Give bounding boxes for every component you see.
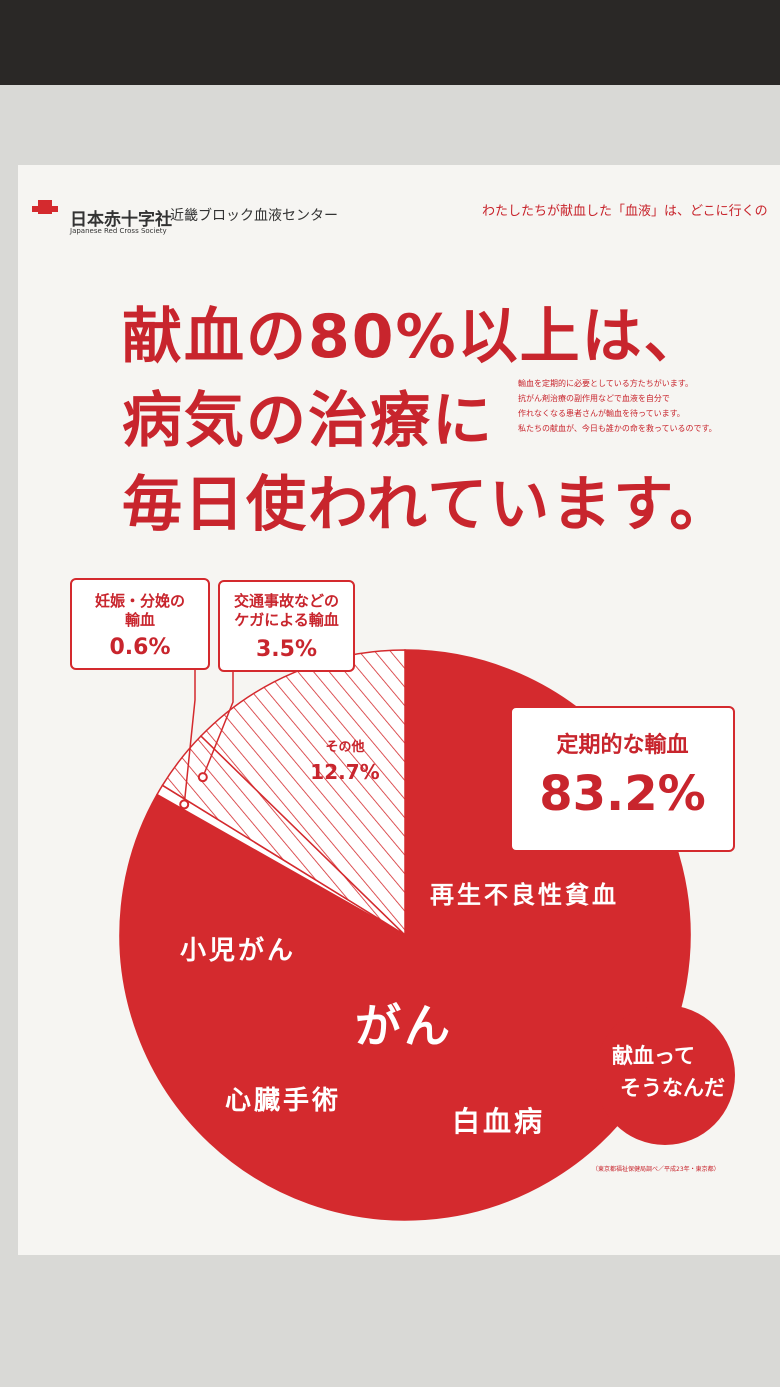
leader-dot <box>197 772 208 783</box>
badge-line: そうなんだ <box>620 1076 725 1100</box>
leader-dot <box>179 799 190 810</box>
inner-label: がん <box>355 999 453 1053</box>
inner-label: 再生不良性貧血 <box>430 881 619 909</box>
callout-box: 定期的な輸血 83.2% <box>510 706 735 852</box>
callout-box: 交通事故などの ケガによる輸血 3.5% <box>218 580 355 672</box>
leader-line <box>202 672 234 778</box>
category-label: 定期的な輸血 <box>556 733 689 758</box>
value-label: 12.7% <box>310 760 380 784</box>
note-line: 私たちの献血が、今日も誰かの命を救っているのです。 <box>518 424 717 433</box>
leader-line <box>183 670 196 805</box>
org: 日本赤十字社 <box>70 210 172 230</box>
title-line: 献血の80%以上は、 <box>122 302 706 372</box>
category-label: 交通事故などの ケガによる輸血 <box>233 592 339 629</box>
value-label: 83.2% <box>539 766 706 822</box>
inner-label: 心臓手術 <box>225 1086 342 1116</box>
badge <box>595 1005 735 1145</box>
tagline: わたしたちが献血した「血液」は、どこに行くの <box>482 204 768 219</box>
pie-slice <box>199 649 406 937</box>
value-label: 0.6% <box>109 635 171 660</box>
value-label: 3.5% <box>255 637 317 662</box>
source: （東京都福祉保健局調べ／平成23年・東京都） <box>592 1166 720 1173</box>
inner-label: 白血病 <box>452 1105 546 1138</box>
category-label: その他 <box>325 740 365 755</box>
title-line: 病気の治療に <box>122 386 494 456</box>
center: 近畿ブロック血液センター <box>170 208 338 224</box>
category-label: 妊娠・分娩の 輸血 <box>94 592 185 629</box>
logo-cross <box>32 206 58 212</box>
note-line: 作れなくなる患者さんが輸血を待っています。 <box>518 409 685 418</box>
slice-label: その他 12.7% <box>290 740 400 800</box>
note-line: 抗がん剤治療の副作用などで血液を自分で <box>518 394 670 403</box>
callout-box: 妊娠・分娩の 輸血 0.6% <box>70 578 210 670</box>
org-en: Japanese Red Cross Society <box>70 227 167 235</box>
note-line: 輸血を定期的に必要としている方たちがいます。 <box>518 379 693 388</box>
frame <box>0 0 780 85</box>
badge-line: 献血って <box>612 1044 695 1068</box>
inner-label: 小児がん <box>180 936 297 966</box>
title-line: 毎日使われています。 <box>122 470 732 540</box>
